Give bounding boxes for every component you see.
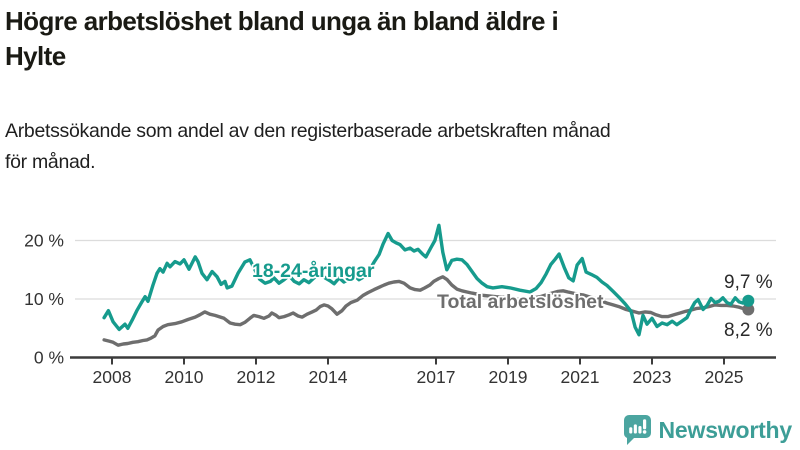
brand-name: Newsworthy bbox=[658, 416, 793, 443]
x-tick-label-2010: 2010 bbox=[165, 367, 204, 387]
end-value-label-youth: 9,7 % bbox=[724, 272, 773, 293]
series-label-youth: 18-24-åringar bbox=[252, 259, 375, 282]
y-tick-label-10: 10 % bbox=[24, 289, 64, 309]
bar-2 bbox=[633, 424, 637, 434]
y-tick-label-0: 0 % bbox=[34, 348, 64, 368]
x-tick-label-2019: 2019 bbox=[489, 367, 528, 387]
page-title: Högre arbetslöshet bland unga än bland ä… bbox=[5, 4, 795, 74]
exclamation-dot bbox=[642, 430, 646, 434]
bar-3 bbox=[637, 426, 642, 434]
end-dot-total bbox=[742, 303, 755, 316]
exclamation-stem bbox=[642, 419, 646, 430]
page-subtitle-line2: för månad. bbox=[5, 151, 96, 173]
x-tick-label-2023: 2023 bbox=[633, 367, 672, 387]
x-tick-label-2008: 2008 bbox=[93, 367, 132, 387]
page-subtitle: Arbetssökande som andel av den registerb… bbox=[5, 116, 795, 178]
x-tick-label-2021: 2021 bbox=[561, 367, 600, 387]
series-line-total bbox=[102, 275, 748, 347]
x-tick-label-2012: 2012 bbox=[237, 367, 276, 387]
bar-1 bbox=[628, 427, 632, 434]
page-title-line2: Hylte bbox=[5, 41, 66, 71]
x-tick-label-2025: 2025 bbox=[705, 367, 744, 387]
x-tick-label-2014: 2014 bbox=[309, 367, 348, 387]
speech-bubble-shape bbox=[623, 415, 651, 445]
page-title-line1: Högre arbetslöshet bland unga än bland ä… bbox=[5, 6, 559, 36]
end-dot-youth bbox=[742, 294, 755, 307]
end-value-label-total: 8,2 % bbox=[724, 320, 773, 341]
page-subtitle-line1: Arbetssökande som andel av den registerb… bbox=[5, 120, 611, 142]
newsworthy-logo[interactable]: Newsworthy bbox=[623, 413, 792, 447]
newsworthy-bubble-icon bbox=[623, 415, 651, 445]
series-label-total: Total arbetslöshet bbox=[437, 291, 604, 313]
series-line-youth bbox=[102, 223, 748, 337]
x-tick-label-2017: 2017 bbox=[417, 367, 456, 387]
y-tick-label-20: 20 % bbox=[24, 231, 64, 251]
